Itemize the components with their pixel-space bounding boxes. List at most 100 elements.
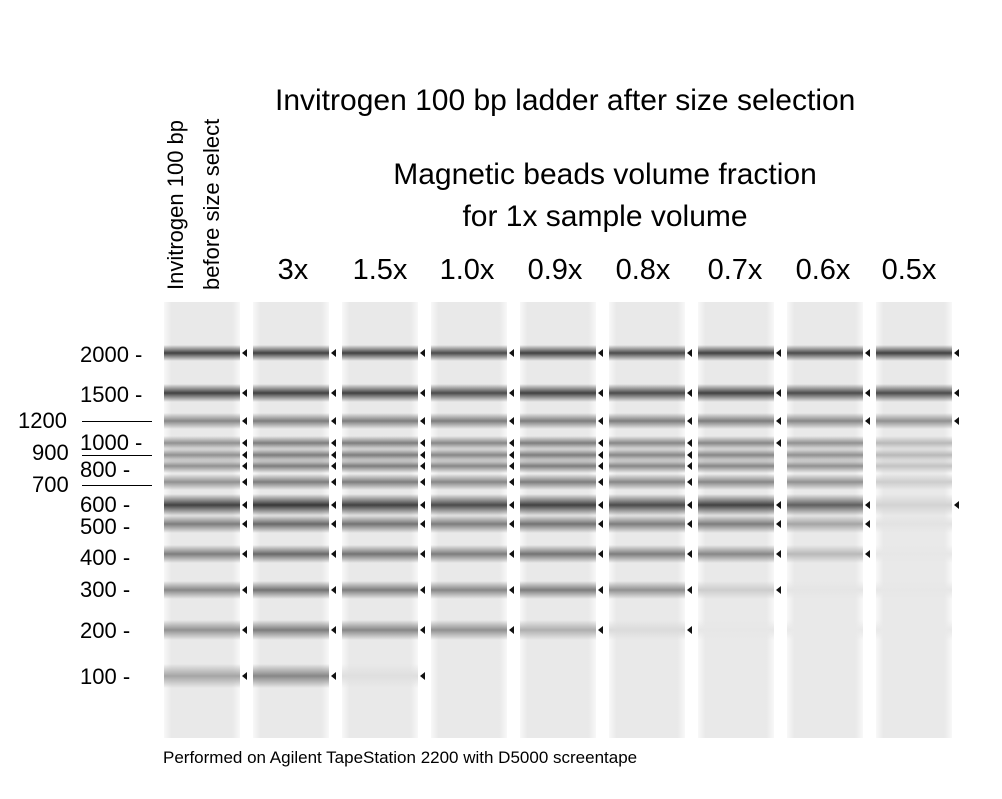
- size-marker-icon: [331, 451, 336, 459]
- gel-band: [253, 515, 329, 533]
- size-marker-icon: [242, 349, 247, 357]
- size-marker-icon: [331, 349, 336, 357]
- size-marker-icon: [598, 417, 603, 425]
- gel-band: [609, 345, 685, 361]
- gel-band: [876, 515, 952, 533]
- gel-band: [253, 459, 329, 473]
- gel-band: [342, 581, 418, 599]
- size-marker-icon: [687, 349, 692, 357]
- size-marker-icon: [776, 439, 781, 447]
- size-marker-icon: [420, 672, 425, 680]
- size-leader-line: [82, 421, 152, 422]
- size-marker-icon: [420, 478, 425, 486]
- gel-band: [164, 413, 240, 429]
- gel-lane: [609, 302, 685, 738]
- ladder-header-line2: before size select: [199, 118, 224, 290]
- gel-lane: [520, 302, 596, 738]
- gel-band: [609, 545, 685, 563]
- gel-band: [164, 459, 240, 473]
- gel-band: [609, 448, 685, 462]
- size-marker-icon: [598, 349, 603, 357]
- lane-label-6: 0.7x: [707, 254, 763, 286]
- size-label: 600 -: [80, 492, 131, 517]
- size-label: 2000 -: [80, 342, 143, 367]
- size-marker-icon: [598, 389, 603, 397]
- gel-lane: [698, 302, 774, 738]
- gel-lane: [253, 302, 329, 738]
- gel-band: [876, 345, 952, 361]
- size-marker-icon: [865, 501, 870, 509]
- gel-band: [520, 384, 596, 402]
- lane-label-5: 0.8x: [615, 254, 671, 286]
- gel-band: [876, 413, 952, 429]
- size-marker-icon: [776, 389, 781, 397]
- size-label: 1200: [18, 408, 67, 433]
- gel-band: [609, 436, 685, 450]
- size-marker-icon: [509, 389, 514, 397]
- size-marker-icon: [242, 439, 247, 447]
- size-label: 700: [32, 472, 69, 497]
- size-label: 400 -: [80, 545, 131, 570]
- size-marker-icon: [509, 550, 514, 558]
- lane-label-2: 1.5x: [352, 254, 408, 286]
- gel-band: [431, 474, 507, 490]
- size-marker-icon: [420, 501, 425, 509]
- size-marker-icon: [242, 451, 247, 459]
- gel-band: [164, 545, 240, 563]
- gel-band: [520, 474, 596, 490]
- gel-band: [520, 345, 596, 361]
- size-marker-icon: [954, 389, 959, 397]
- size-marker-icon: [242, 462, 247, 470]
- gel-band: [431, 545, 507, 563]
- size-marker-icon: [509, 349, 514, 357]
- size-label: 500 -: [80, 514, 131, 539]
- gel-band: [787, 413, 863, 429]
- lane-label-4: 0.9x: [527, 254, 583, 286]
- size-marker-icon: [509, 462, 514, 470]
- gel-band: [253, 545, 329, 563]
- gel-band: [787, 345, 863, 361]
- gel-band: [342, 459, 418, 473]
- gel-band: [253, 474, 329, 490]
- gel-band: [609, 459, 685, 473]
- size-marker-icon: [331, 501, 336, 509]
- size-marker-icon: [509, 501, 514, 509]
- size-marker-icon: [865, 389, 870, 397]
- gel-band: [164, 448, 240, 462]
- gel-band: [431, 620, 507, 640]
- ladder-header: Invitrogen 100 bp before size select: [158, 119, 230, 290]
- size-marker-icon: [687, 550, 692, 558]
- size-marker-icon: [242, 586, 247, 594]
- gel-band: [609, 413, 685, 429]
- size-marker-icon: [687, 586, 692, 594]
- size-marker-icon: [331, 462, 336, 470]
- size-marker-icon: [331, 626, 336, 634]
- size-marker-icon: [242, 389, 247, 397]
- gel-band: [164, 345, 240, 361]
- gel-band: [609, 515, 685, 533]
- size-marker-icon: [598, 451, 603, 459]
- size-marker-icon: [420, 626, 425, 634]
- size-marker-icon: [242, 520, 247, 528]
- footer-note: Performed on Agilent TapeStation 2200 wi…: [163, 748, 638, 767]
- gel-band: [876, 384, 952, 402]
- gel-band: [253, 494, 329, 516]
- gel-band: [431, 345, 507, 361]
- size-marker-icon: [242, 550, 247, 558]
- size-marker-icon: [331, 439, 336, 447]
- size-marker-icon: [776, 501, 781, 509]
- size-marker-icon: [687, 451, 692, 459]
- size-leader-line: [82, 455, 152, 456]
- size-marker-icon: [331, 389, 336, 397]
- gel-band: [253, 448, 329, 462]
- size-marker-icon: [865, 349, 870, 357]
- size-marker-icon: [598, 520, 603, 528]
- size-marker-icon: [687, 439, 692, 447]
- gel-band: [787, 384, 863, 402]
- gel-band: [342, 436, 418, 450]
- gel-band: [342, 345, 418, 361]
- size-marker-icon: [420, 462, 425, 470]
- ladder-header-line1: Invitrogen 100 bp: [163, 119, 188, 290]
- gel-band: [698, 474, 774, 490]
- gel-band: [164, 494, 240, 516]
